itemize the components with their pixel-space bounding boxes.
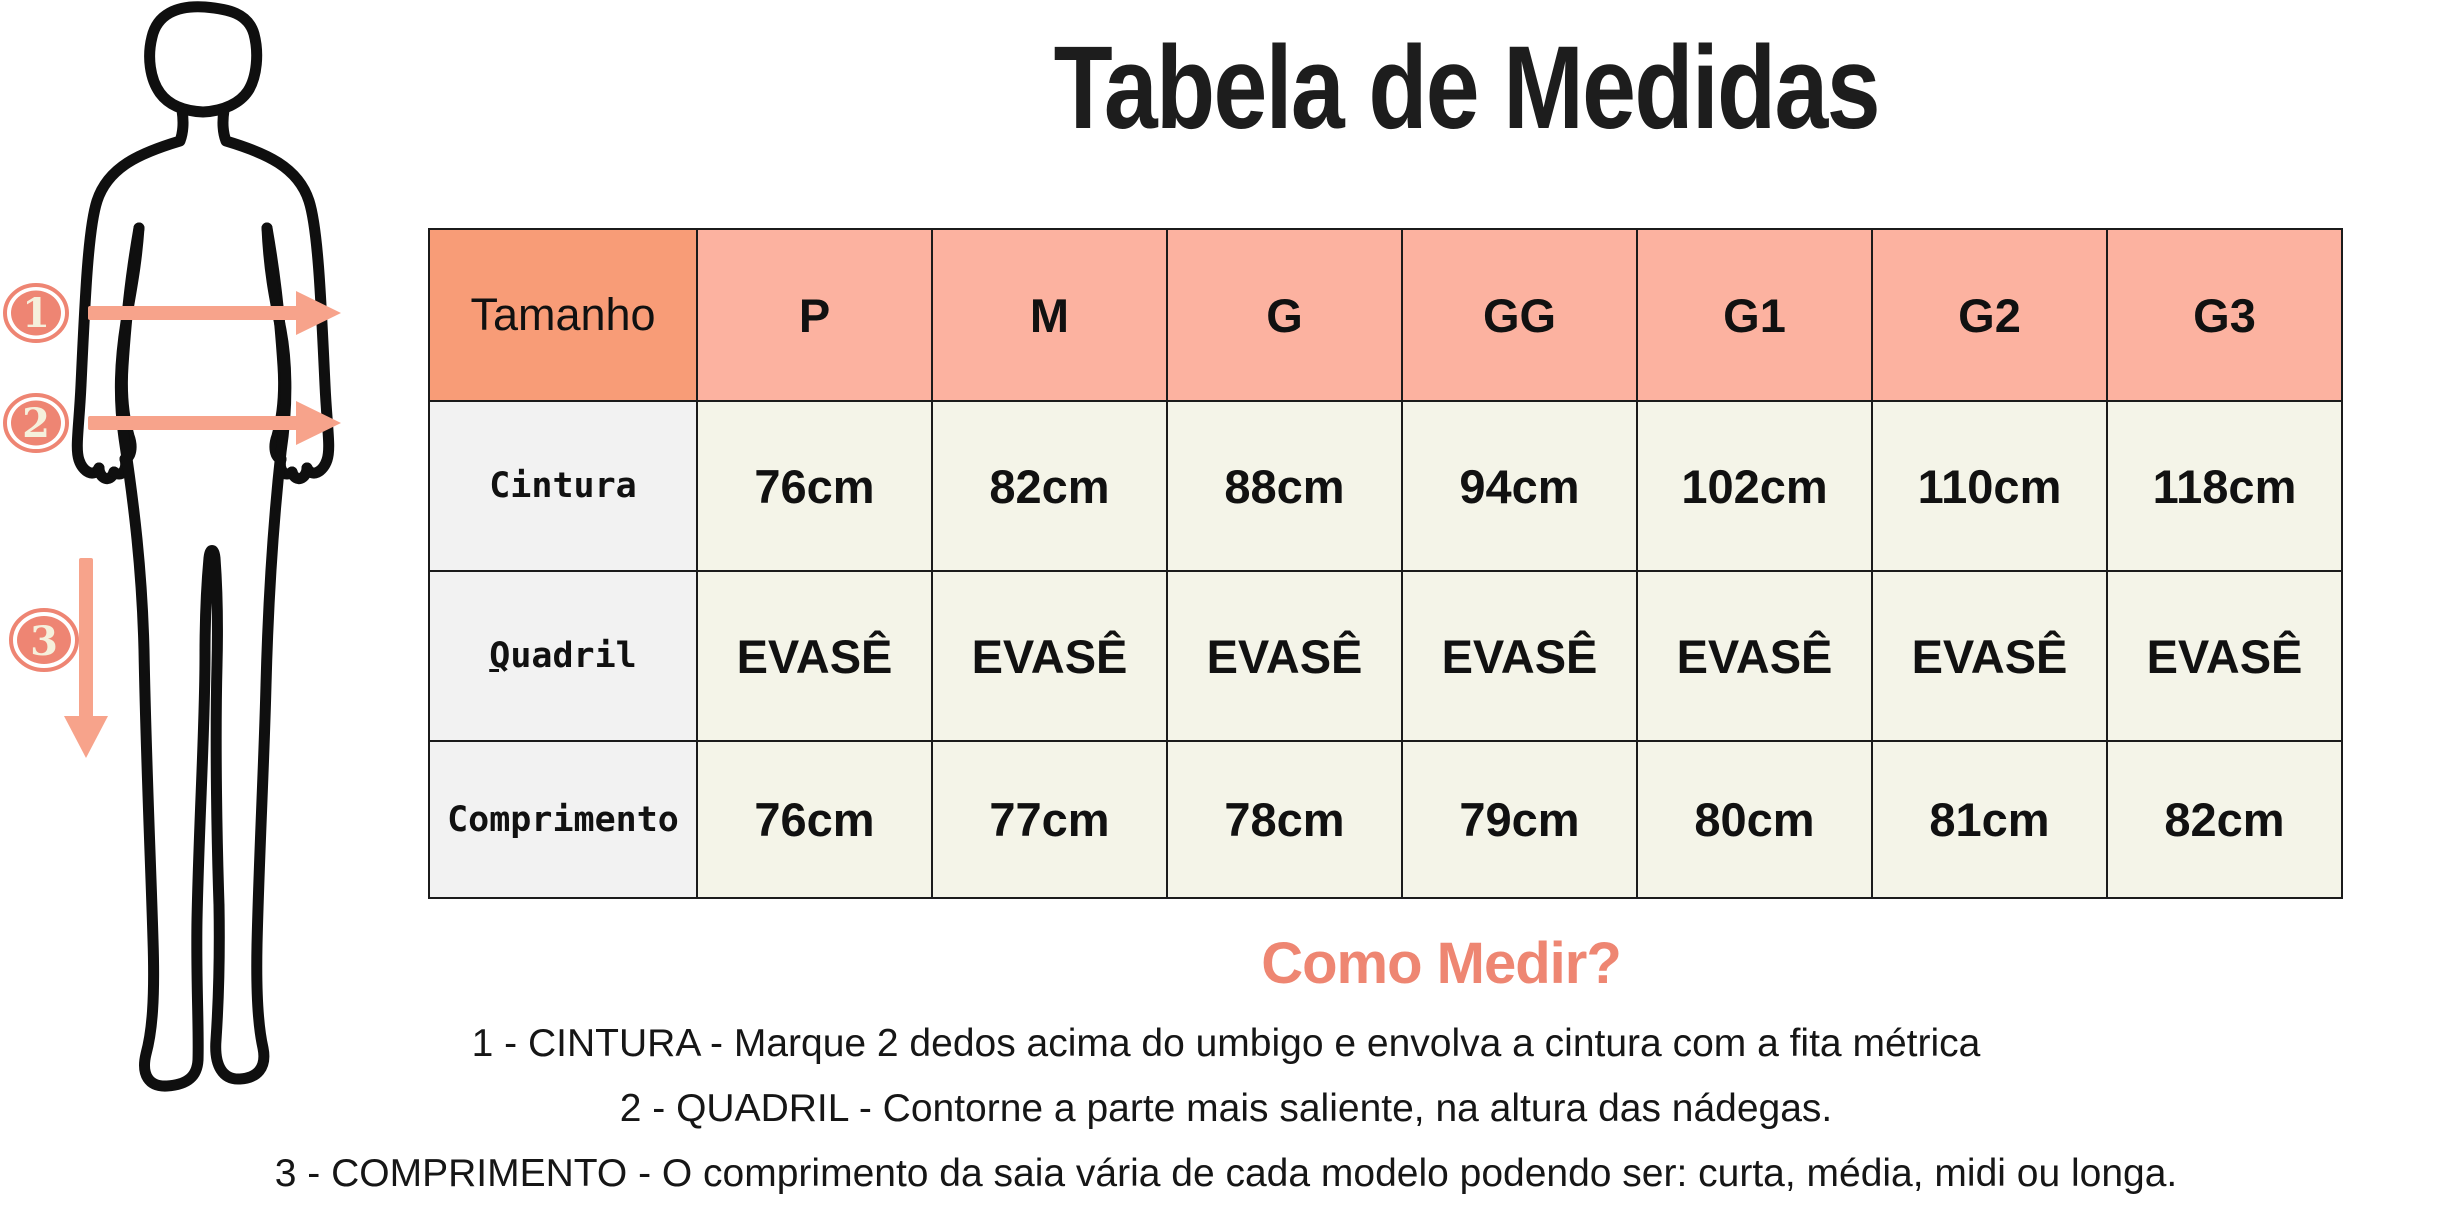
- size-table: Tamanho P M G GG G1 G2 G3 Cintura 76cm 8…: [428, 228, 2343, 899]
- step-3: 3 - COMPRIMENTO - O comprimento da saia …: [274, 1152, 2178, 1195]
- cell-quadril-g3: EVASÊ: [2106, 570, 2343, 742]
- cell-comprimento-p: 76cm: [696, 740, 933, 899]
- row-label-comprimento: Comprimento: [428, 740, 698, 899]
- measure-arrows: [64, 291, 341, 758]
- header-cell-g3: G3: [2106, 228, 2343, 402]
- body-measurement-figure: 1 2 3: [3, 1, 341, 1092]
- cell-cintura-m: 82cm: [931, 400, 1168, 572]
- header-cell-m: M: [931, 228, 1168, 402]
- step-2: 2 - QUADRIL - Contorne a parte mais sali…: [619, 1087, 1833, 1130]
- marker-1-badge: 1: [3, 283, 69, 343]
- cell-cintura-g1: 102cm: [1636, 400, 1873, 572]
- cell-cintura-p: 76cm: [696, 400, 933, 572]
- cell-comprimento-g2: 81cm: [1871, 740, 2108, 899]
- step-1: 1 - CINTURA - Marque 2 dedos acima do um…: [471, 1022, 1981, 1065]
- page-title: Tabela de Medidas: [1053, 22, 1880, 154]
- cell-quadril-g: EVASÊ: [1166, 570, 1403, 742]
- row-label-cintura: Cintura: [428, 400, 698, 572]
- cell-quadril-g2: EVASÊ: [1871, 570, 2108, 742]
- marker-2-badge: 2: [3, 393, 69, 453]
- cell-cintura-g2: 110cm: [1871, 400, 2108, 572]
- marker-1-number: 1: [22, 290, 50, 337]
- cell-quadril-m: EVASÊ: [931, 570, 1168, 742]
- table-row-cintura: Cintura 76cm 82cm 88cm 94cm 102cm 110cm …: [428, 400, 2343, 572]
- marker-3-number: 3: [30, 618, 58, 665]
- body-figure-panel: 1 2 3: [0, 0, 420, 1219]
- table-row-comprimento: Comprimento 76cm 77cm 78cm 79cm 80cm 81c…: [428, 740, 2343, 899]
- cell-quadril-gg: EVASÊ: [1401, 570, 1638, 742]
- cell-cintura-g: 88cm: [1166, 400, 1403, 572]
- header-cell-g1: G1: [1636, 228, 1873, 402]
- table-row-quadril: Quadril EVASÊ EVASÊ EVASÊ EVASÊ EVASÊ EV…: [428, 570, 2343, 742]
- header-cell-g2: G2: [1871, 228, 2108, 402]
- header-cell-tamanho: Tamanho: [428, 228, 698, 402]
- header-cell-gg: GG: [1401, 228, 1638, 402]
- cell-quadril-p: EVASÊ: [696, 570, 933, 742]
- cell-cintura-gg: 94cm: [1401, 400, 1638, 572]
- cell-comprimento-g: 78cm: [1166, 740, 1403, 899]
- length-arrow: [64, 558, 108, 758]
- page-title-wrap: Tabela de Medidas: [480, 20, 2452, 156]
- cell-comprimento-gg: 79cm: [1401, 740, 1638, 899]
- waist-arrow: [88, 291, 341, 335]
- header-cell-p: P: [696, 228, 933, 402]
- table-header-row: Tamanho P M G GG G1 G2 G3: [428, 228, 2343, 402]
- row-label-quadril: Quadril: [428, 570, 698, 742]
- cell-comprimento-m: 77cm: [931, 740, 1168, 899]
- cell-cintura-g3: 118cm: [2106, 400, 2343, 572]
- cell-comprimento-g1: 80cm: [1636, 740, 1873, 899]
- how-to-measure-heading: Como Medir?: [1261, 931, 1622, 996]
- how-to-measure-steps: 1 - CINTURA - Marque 2 dedos acima do um…: [0, 1022, 2452, 1217]
- marker-3-badge: 3: [9, 608, 79, 672]
- body-outline: [71, 1, 335, 1092]
- marker-2-number: 2: [22, 400, 50, 447]
- cell-quadril-g1: EVASÊ: [1636, 570, 1873, 742]
- hip-arrow: [88, 401, 341, 445]
- cell-comprimento-g3: 82cm: [2106, 740, 2343, 899]
- markers: 1 2 3: [3, 283, 79, 672]
- header-cell-g: G: [1166, 228, 1403, 402]
